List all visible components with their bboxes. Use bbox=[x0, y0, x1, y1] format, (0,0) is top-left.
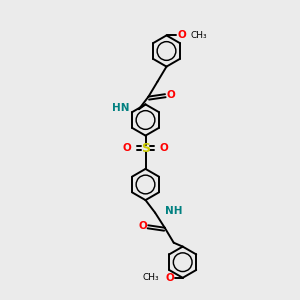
Text: O: O bbox=[123, 143, 132, 153]
Text: NH: NH bbox=[165, 206, 182, 217]
Text: O: O bbox=[159, 143, 168, 153]
Text: CH₃: CH₃ bbox=[190, 31, 207, 40]
Text: O: O bbox=[165, 273, 174, 283]
Text: O: O bbox=[166, 90, 175, 100]
Text: CH₃: CH₃ bbox=[142, 273, 159, 282]
Text: S: S bbox=[141, 142, 150, 155]
Text: O: O bbox=[138, 221, 147, 231]
Text: HN: HN bbox=[112, 103, 129, 113]
Text: O: O bbox=[177, 30, 186, 40]
